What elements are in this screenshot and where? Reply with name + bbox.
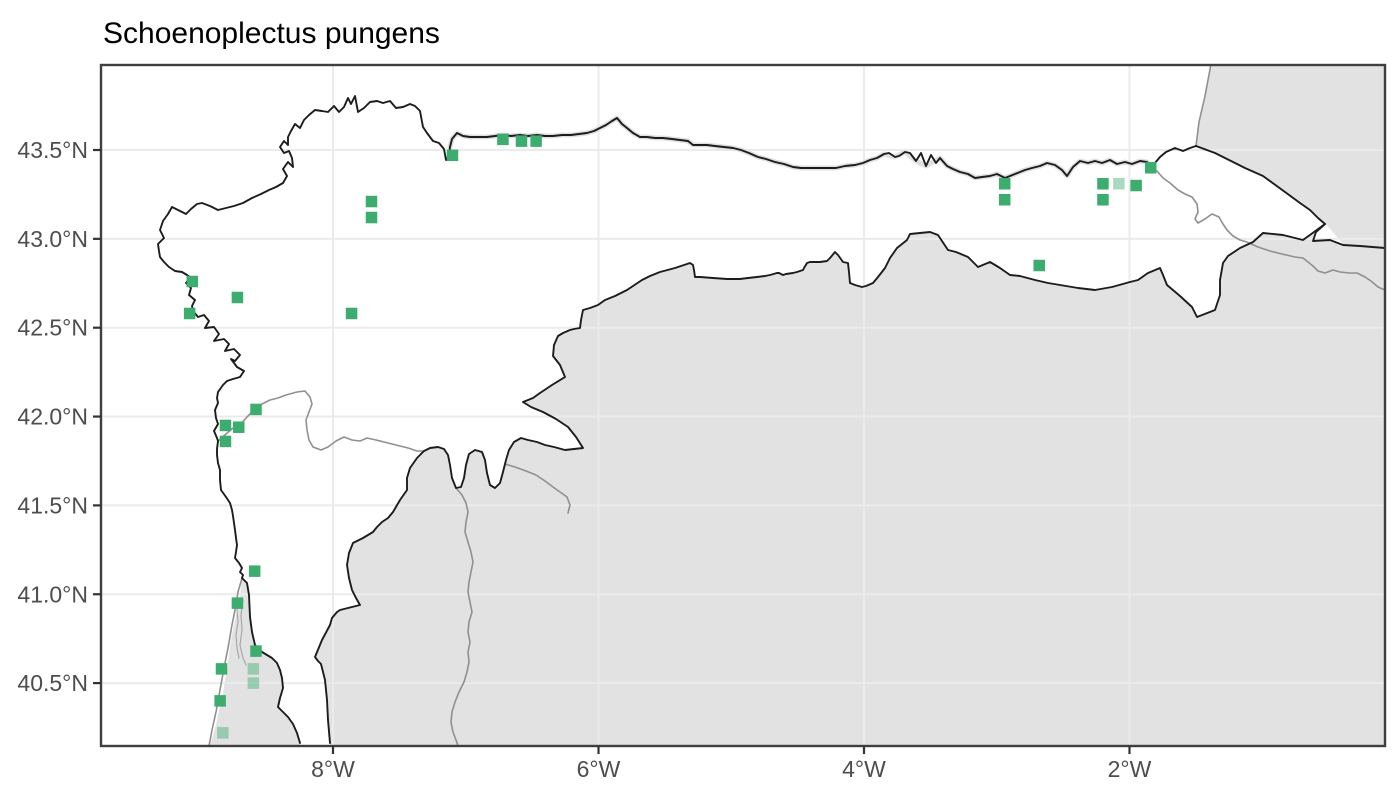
occurrence-point	[250, 403, 262, 416]
occurrence-point	[231, 291, 244, 304]
occurrence-point	[998, 178, 1011, 190]
pyrenees-border	[1195, 145, 1385, 249]
occurrence-point	[219, 435, 232, 448]
coastline	[157, 95, 1197, 579]
occurrence-point	[219, 419, 232, 432]
france-landmass	[1196, 65, 1385, 247]
occurrence-point	[1113, 178, 1125, 190]
occurrence-point	[345, 307, 358, 320]
x-tick-label: 8°W	[311, 756, 355, 782]
occurrence-point	[186, 275, 199, 288]
y-tick-label: 43.5°N	[17, 137, 88, 163]
study-area-west-border	[241, 577, 301, 744]
occurrence-point	[365, 211, 378, 224]
occurrence-point	[497, 133, 509, 146]
basque-navarra-border	[1156, 170, 1385, 291]
occurrence-point	[215, 663, 228, 675]
y-tick-label: 42.0°N	[17, 404, 88, 430]
y-tick-label: 40.5°N	[17, 670, 88, 696]
occurrence-markers	[183, 133, 1157, 739]
page-title: Schoenoplectus pungens	[103, 17, 440, 50]
occurrence-point	[446, 149, 459, 162]
map-layers	[101, 65, 1385, 746]
occurrence-point	[248, 565, 261, 577]
y-tick-label: 43.0°N	[17, 226, 88, 252]
y-tick-label: 42.5°N	[17, 315, 88, 341]
douro-boundary	[504, 463, 571, 514]
x-tick-label: 6°W	[577, 756, 621, 782]
occurrence-point	[1144, 162, 1157, 174]
occurrence-point	[247, 663, 260, 675]
occurrence-point	[1033, 259, 1045, 272]
aveiro-strip-landmass	[210, 578, 300, 746]
y-tick-label: 41.5°N	[17, 492, 88, 518]
occurrence-point	[1097, 194, 1109, 206]
other-land-fills	[210, 65, 1385, 746]
occurrence-point	[515, 135, 528, 147]
study-area-borders	[157, 95, 1385, 744]
occurrence-point	[214, 695, 226, 707]
occurrence-point	[232, 421, 245, 433]
occurrence-point	[247, 677, 260, 689]
occurrence-point	[1130, 179, 1142, 192]
meseta-landmass	[315, 224, 1385, 746]
occurrence-point	[530, 135, 542, 147]
portugal-spain-border-south	[450, 487, 474, 746]
panel-border	[99, 63, 1387, 748]
graticule-gridlines	[101, 65, 1385, 746]
x-tick-label: 2°W	[1108, 756, 1152, 782]
occurrence-point	[365, 195, 378, 208]
france-coast-edge	[1195, 65, 1212, 147]
occurrence-point	[250, 645, 262, 657]
y-tick-label: 41.0°N	[17, 581, 88, 607]
axes: 8°W 6°W 4°W 2°W 43.5°N 43.0°N 42.5°N 42.0°N 41.5…	[17, 137, 1151, 782]
x-tick-label: 4°W	[842, 756, 886, 782]
study-area-inland-border	[314, 223, 1326, 744]
occurrence-point	[998, 194, 1011, 206]
occurrence-point	[231, 597, 244, 609]
occurrence-point	[183, 307, 196, 320]
occurrence-point	[1097, 178, 1109, 190]
occurrence-point	[217, 727, 229, 739]
